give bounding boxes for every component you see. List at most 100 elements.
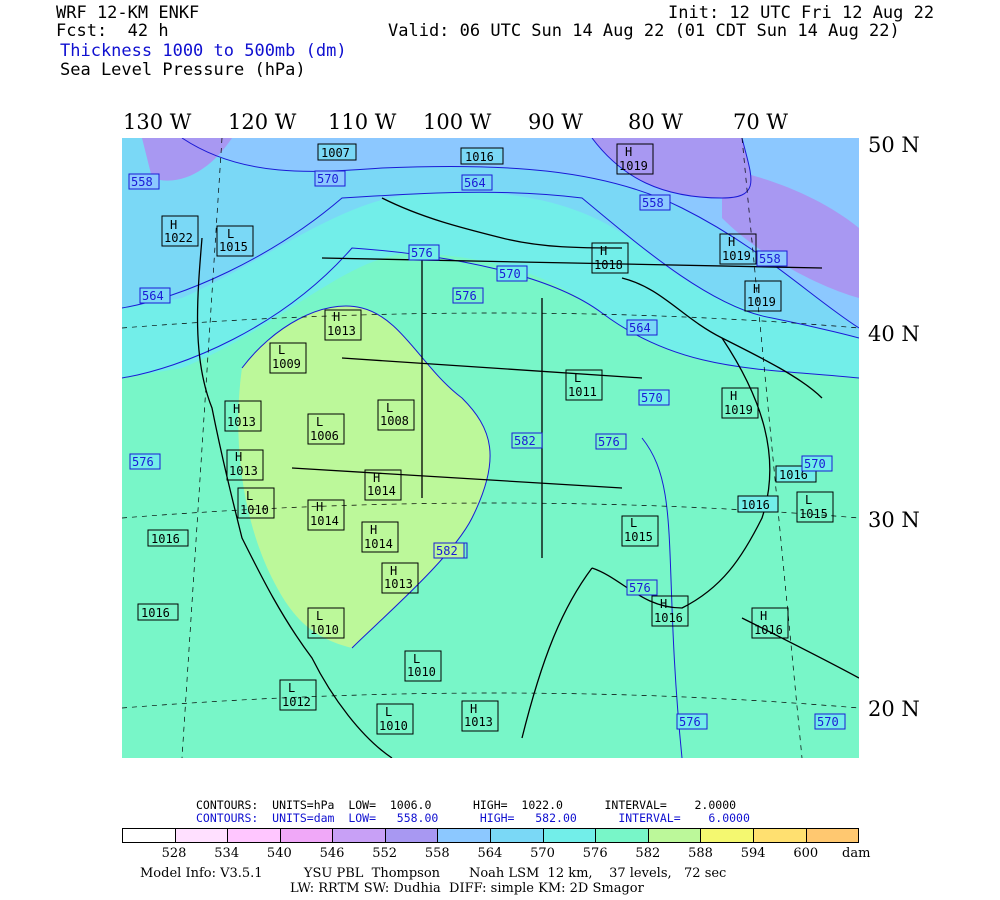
thickness-label: 570 [638, 389, 670, 406]
colorbar-cell [438, 829, 492, 842]
svg-text:1022: 1022 [164, 231, 193, 245]
svg-text:576: 576 [455, 289, 477, 303]
thickness-label: 576 [676, 713, 708, 730]
political-boundaries [196, 197, 859, 758]
svg-text:570: 570 [804, 457, 826, 471]
colorbar-tick-label: 588 [688, 846, 713, 861]
svg-text:H: H [753, 282, 760, 296]
svg-text:558: 558 [131, 175, 153, 189]
thickness-label: 576 [595, 433, 627, 450]
lon-label: 90 W [528, 110, 583, 134]
colorbar-tick-label: 558 [424, 846, 450, 861]
svg-text:576: 576 [598, 435, 620, 449]
thickness-label: 570 [496, 265, 528, 282]
contour-info-dam: CONTOURS: UNITS=dam LOW= 558.00 HIGH= 58… [196, 811, 750, 825]
svg-text:L: L [316, 415, 323, 429]
svg-text:564: 564 [629, 321, 651, 335]
colorbar-tick-label: 546 [319, 846, 345, 861]
colorbar-cell [175, 829, 229, 842]
svg-text:1016: 1016 [754, 623, 783, 637]
colorbar-cell [333, 829, 386, 842]
svg-text:H: H [170, 218, 177, 232]
fcst-value: 42 h [127, 21, 169, 41]
svg-text:558: 558 [759, 252, 781, 266]
svg-text:1014: 1014 [364, 537, 393, 551]
thickness-field-title: Thickness 1000 to 500mb (dm) [60, 41, 347, 61]
colorbar-cell [543, 829, 597, 842]
isobar-label: 1016 [737, 495, 779, 513]
svg-text:1010: 1010 [407, 665, 436, 679]
contour-info-hpa: CONTOURS: UNITS=hPa LOW= 1006.0 HIGH= 10… [196, 798, 737, 812]
svg-text:L: L [574, 371, 581, 385]
svg-text:H: H [728, 235, 735, 249]
isobar-label: 1016 [137, 603, 179, 621]
lat-label: 40 N [868, 322, 920, 346]
svg-text:L: L [413, 652, 420, 666]
fcst-label: Fcst: [56, 21, 108, 41]
svg-text:570: 570 [499, 267, 521, 281]
colorbar-tick-label: 552 [372, 846, 398, 861]
colorbar-tick-label: 594 [740, 846, 766, 861]
colorbar-cell [123, 829, 176, 842]
thickness-label: 576 [626, 579, 658, 596]
thickness-label: 564 [626, 319, 658, 336]
svg-text:1014: 1014 [310, 514, 339, 528]
svg-text:H: H [470, 702, 477, 716]
thickness-colorbar [122, 828, 859, 843]
thickness-label: 558 [128, 173, 160, 190]
svg-text:L: L [805, 493, 812, 507]
svg-text:1010: 1010 [240, 503, 269, 517]
colorbar-cell [806, 829, 859, 842]
lon-label: 110 W [328, 110, 397, 134]
thickness-labels: 558 564 570 576 582 558 564 570 576 582 … [128, 170, 846, 730]
svg-text:1019: 1019 [724, 403, 753, 417]
isobar-label: 1016 [775, 465, 817, 483]
svg-text:1010: 1010 [379, 719, 408, 733]
svg-text:576: 576 [411, 246, 433, 260]
svg-text:582: 582 [436, 544, 458, 558]
svg-text:1016: 1016 [465, 150, 494, 164]
thickness-label: 570 [314, 170, 346, 187]
svg-text:H: H [370, 523, 377, 537]
svg-text:H: H [390, 564, 397, 578]
init-time: Init: 12 UTC Fri 12 Aug 22 [668, 3, 935, 23]
svg-text:L: L [246, 489, 253, 503]
svg-text:H: H [316, 500, 323, 514]
thickness-label: 570 [801, 455, 833, 472]
svg-text:L: L [288, 681, 295, 695]
colorbar-cell [596, 829, 649, 842]
model-title: WRF 12-KM ENKF [56, 3, 200, 23]
svg-text:L: L [630, 516, 637, 530]
isobar-labels: 1007 1016 1016 1016 1016 1016 [137, 143, 817, 621]
svg-text:1013: 1013 [327, 324, 356, 338]
forecast-hour-label: Fcst: 42 h [56, 22, 169, 40]
svg-text:1015: 1015 [624, 530, 653, 544]
colorbar-tick-label: 570 [530, 846, 555, 861]
thickness-label: 558 [756, 250, 788, 267]
svg-text:1012: 1012 [282, 695, 311, 709]
lon-label: 120 W [228, 110, 297, 134]
physics-info: LW: RRTM SW: Dudhia DIFF: simple KM: 2D … [290, 881, 644, 896]
thickness-label: 576 [408, 244, 440, 261]
lon-label: 100 W [423, 110, 492, 134]
svg-text:L: L [278, 343, 285, 357]
svg-text:576: 576 [679, 715, 701, 729]
thickness-fill-552-west [142, 138, 232, 181]
thickness-label: 576 [452, 287, 484, 304]
svg-text:1019: 1019 [722, 249, 751, 263]
graticule [122, 138, 859, 758]
svg-text:558: 558 [642, 196, 664, 210]
thickness-label: 582 [511, 432, 543, 449]
